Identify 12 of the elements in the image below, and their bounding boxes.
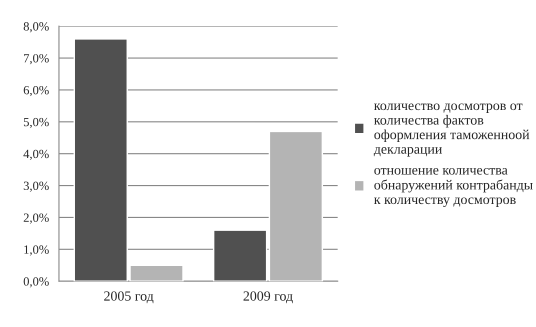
y-tick-label: 3,0% [24,182,49,192]
legend-label: отношение количества обнаружений контрабанды к количеству досмотров [374,168,533,207]
y-tick-label: 4,0% [23,150,49,160]
y-tick-label: 5,0% [24,118,49,128]
x-tick-label: 2005 год [104,291,154,304]
y-tick-label: 6,0% [24,86,49,96]
x-tick-label: 2009 год [244,291,293,304]
y-tick-label: 1,0% [24,245,49,256]
y-tick-label: 7,0% [24,54,49,64]
y-tick-label: 8,0% [24,22,49,32]
y-tick-label: 0,0% [24,277,49,288]
y-tick-label: 2,0% [24,213,49,224]
